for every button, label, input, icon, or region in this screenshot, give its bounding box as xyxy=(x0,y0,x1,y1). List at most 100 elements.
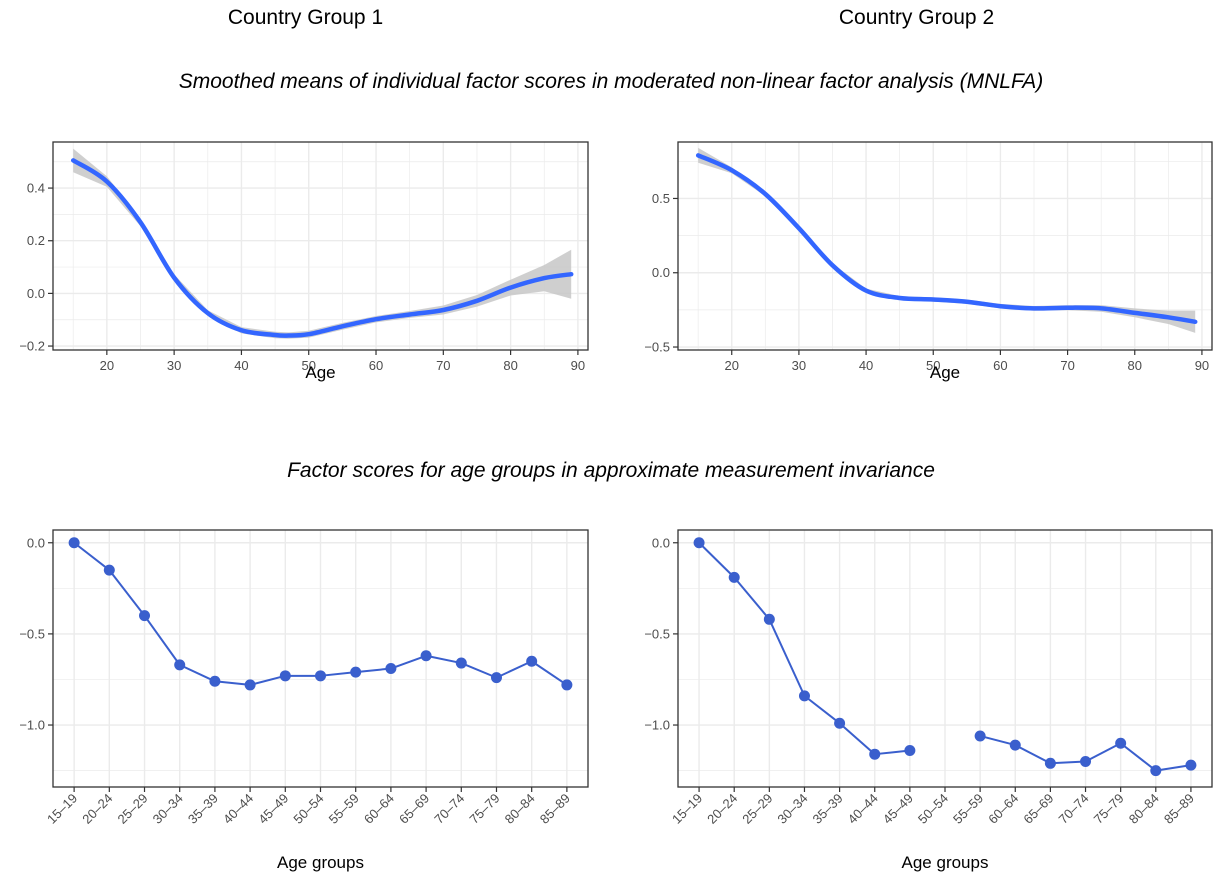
data-point xyxy=(209,675,221,687)
x-tick-label: 40 xyxy=(859,358,873,373)
x-tick-label: 50–54 xyxy=(915,791,951,827)
data-point xyxy=(279,670,291,682)
data-point xyxy=(420,650,432,662)
data-point xyxy=(693,537,705,549)
section-title-invariance: Factor scores for age groups in approxim… xyxy=(287,459,935,482)
series-segment xyxy=(143,615,181,666)
y-tick-label: 0.4 xyxy=(27,181,45,196)
x-tick-label: 20 xyxy=(100,358,114,373)
series-segment xyxy=(531,660,568,686)
x-tick-label: 70 xyxy=(436,358,450,373)
data-point xyxy=(1150,765,1162,777)
series-segment xyxy=(108,569,146,617)
data-point xyxy=(869,748,881,760)
series-segment xyxy=(874,749,910,756)
smoothed-mean-line xyxy=(70,158,574,338)
data-point xyxy=(763,613,775,625)
series-segment xyxy=(768,618,806,697)
series-segment xyxy=(698,542,735,579)
x-tick-label: 50–54 xyxy=(290,791,326,827)
x-tick-label: 30 xyxy=(792,358,806,373)
x-tick-label: 60–64 xyxy=(361,791,397,827)
data-point xyxy=(904,745,916,757)
x-tick-label: 85–89 xyxy=(1161,791,1197,827)
x-tick-label: 20–24 xyxy=(704,791,740,827)
series-segment xyxy=(73,541,110,571)
series-segment xyxy=(1085,742,1122,763)
x-tick-label: 35–39 xyxy=(810,791,846,827)
data-point xyxy=(561,679,573,691)
x-tick-label: 65–69 xyxy=(396,791,432,827)
section-title-mnlfa: Smoothed means of individual factor scor… xyxy=(178,70,1044,93)
x-tick-label: 15–19 xyxy=(44,791,80,827)
x-tick-label: 30 xyxy=(167,358,181,373)
y-tick-label: 0.5 xyxy=(652,191,670,206)
series-segment xyxy=(425,654,462,665)
series-segment xyxy=(1120,742,1157,772)
series-segment xyxy=(460,662,497,679)
data-point xyxy=(798,690,810,702)
x-tick-label: 60 xyxy=(369,358,383,373)
x-tick-label: 55–59 xyxy=(326,791,362,827)
series-segment xyxy=(390,654,427,670)
series-segment xyxy=(803,695,841,724)
data-point xyxy=(385,663,397,675)
x-tick-label: 45–49 xyxy=(880,791,916,827)
x-tick-label: 25–29 xyxy=(114,791,150,827)
x-tick-label: 50 xyxy=(926,358,940,373)
chart-panel-bottom-left: −1.0 −0.5 0.0 15–19 20–24 25–29 30–34 35–39 40–4… xyxy=(19,529,589,872)
series-segment xyxy=(214,680,251,686)
data-point xyxy=(834,717,846,729)
x-tick-label: 40–44 xyxy=(845,791,881,827)
x-tick-label: 90 xyxy=(571,358,585,373)
x-tick-label: 90 xyxy=(1195,358,1209,373)
series-segment xyxy=(733,576,771,620)
data-point xyxy=(68,537,80,549)
y-tick-label: 0.0 xyxy=(27,286,45,301)
x-tick-label: 75–79 xyxy=(466,791,502,827)
y-tick-label: 0.0 xyxy=(652,535,670,550)
series-segment xyxy=(1050,760,1086,765)
series-segment xyxy=(496,660,533,679)
data-point xyxy=(1044,757,1056,769)
x-tick-label: 85–89 xyxy=(537,791,573,827)
series-segment xyxy=(179,663,216,683)
x-tick-label: 20–24 xyxy=(79,791,115,827)
x-tick-label: 80 xyxy=(1128,358,1142,373)
x-tick-label: 55–59 xyxy=(950,791,986,827)
y-tick-label: −1.0 xyxy=(644,718,670,733)
x-tick-label: 60–64 xyxy=(985,791,1021,827)
series-segment xyxy=(1155,764,1192,772)
data-point xyxy=(103,564,115,576)
y-tick-label: −0.5 xyxy=(644,340,670,355)
chart-panel-top-left: −0.2 0.0 0.2 0.4 20 30 40 50 60 70 80 90 Age xyxy=(19,141,589,382)
y-tick-label: 0.2 xyxy=(27,233,45,248)
data-point xyxy=(350,666,362,678)
column-title-group-1: Country Group 1 xyxy=(227,6,384,29)
x-axis-label: Age groups xyxy=(277,853,364,872)
series-segment xyxy=(249,674,286,686)
x-tick-label: 75–79 xyxy=(1091,791,1127,827)
y-tick-label: −0.5 xyxy=(19,626,45,641)
panel-border xyxy=(52,141,589,351)
x-axis-label: Age groups xyxy=(902,853,989,872)
x-tick-label: 30–34 xyxy=(774,791,810,827)
series-segment xyxy=(355,667,391,674)
series-segment xyxy=(1014,744,1051,765)
y-tick-label: −0.2 xyxy=(19,339,45,354)
x-tick-label: 60 xyxy=(993,358,1007,373)
data-point xyxy=(174,659,186,671)
data-point xyxy=(1009,739,1021,751)
confidence-band xyxy=(698,147,1196,333)
x-tick-label: 35–39 xyxy=(185,791,221,827)
x-tick-label: 65–69 xyxy=(1020,791,1056,827)
x-axis-label: Age xyxy=(305,363,335,382)
data-point xyxy=(728,571,740,583)
data-point xyxy=(974,730,986,742)
x-tick-label: 70–74 xyxy=(1055,791,1091,827)
series-segment xyxy=(838,722,876,755)
chart-panel-bottom-right: −1.0 −0.5 0.0 15–1920–2425–2930–3435–3940–4… xyxy=(644,529,1213,872)
y-tick-label: −1.0 xyxy=(19,718,45,733)
data-point xyxy=(1185,759,1197,771)
